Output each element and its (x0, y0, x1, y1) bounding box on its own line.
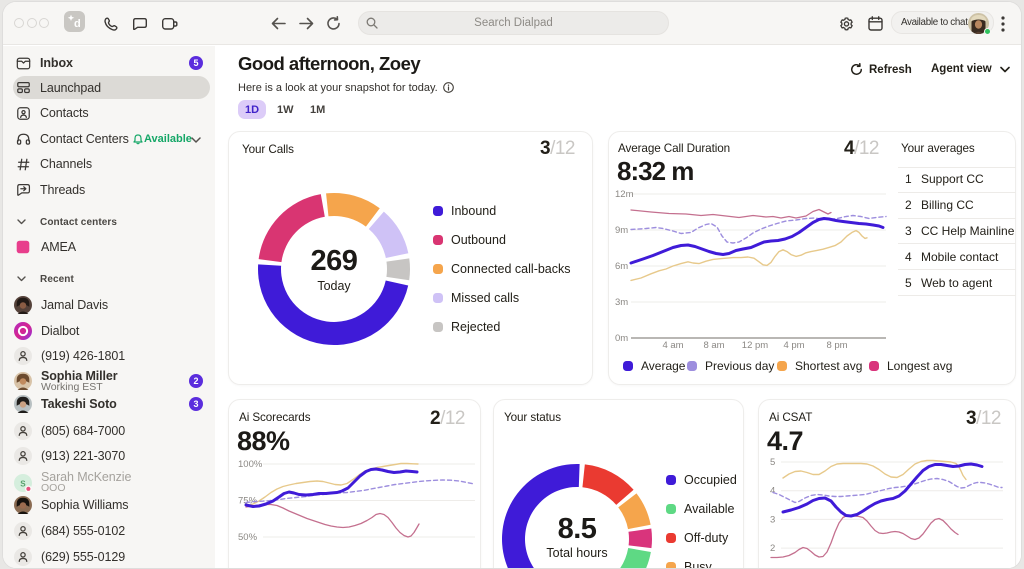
svg-text:50%: 50% (238, 532, 258, 543)
svg-text:4 am: 4 am (662, 340, 683, 351)
svg-text:0m: 0m (615, 333, 628, 344)
svg-text:d: d (74, 18, 81, 30)
svg-text:8 am: 8 am (703, 340, 724, 351)
svg-text:9m: 9m (615, 225, 628, 236)
svg-text:12 pm: 12 pm (742, 340, 768, 351)
svg-text:4 pm: 4 pm (783, 340, 804, 351)
svg-text:12m: 12m (615, 189, 634, 200)
svg-text:75%: 75% (238, 496, 258, 507)
svg-text:6m: 6m (615, 261, 628, 272)
svg-text:3m: 3m (615, 297, 628, 308)
svg-text:4: 4 (770, 486, 775, 497)
svg-text:S: S (20, 479, 26, 488)
svg-text:8 pm: 8 pm (826, 340, 847, 351)
svg-text:5: 5 (770, 457, 775, 468)
svg-text:2: 2 (770, 543, 775, 554)
svg-text:3: 3 (770, 514, 775, 525)
svg-text:100%: 100% (238, 459, 263, 470)
